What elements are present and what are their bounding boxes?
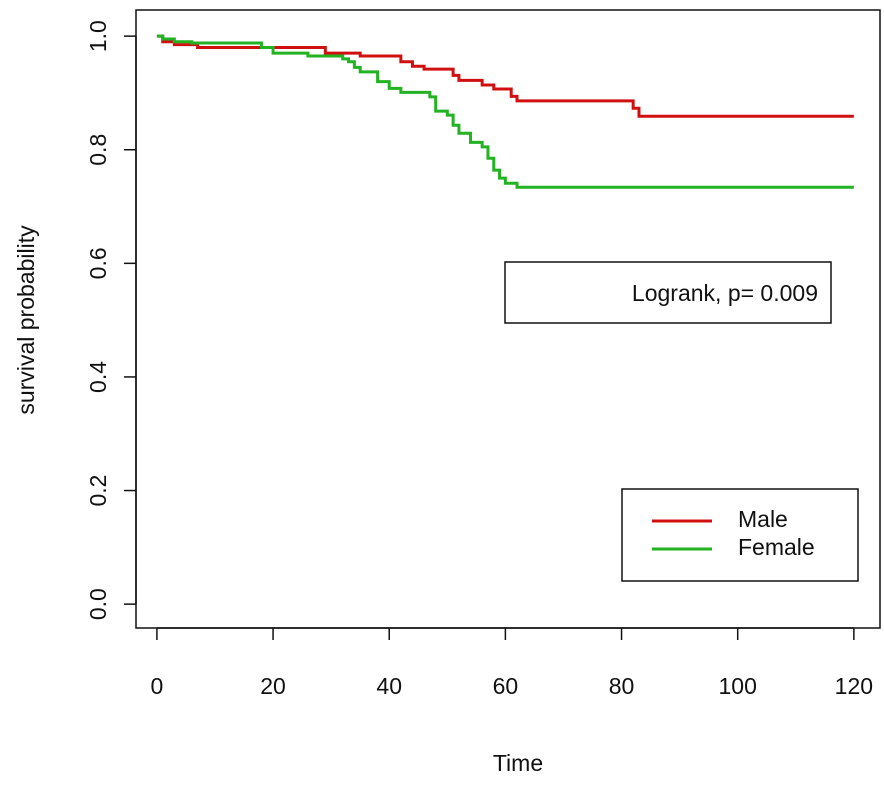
x-tick-label: 120 (835, 673, 873, 699)
legend-box (621, 488, 859, 582)
y-tick-label: 0.0 (85, 588, 111, 620)
x-tick-label: 0 (151, 673, 164, 699)
x-axis-title: Time (493, 750, 543, 776)
survival-curve (156, 34, 854, 118)
survival-curve (156, 34, 854, 189)
y-tick-label: 0.2 (85, 475, 111, 507)
legend-label: Male (738, 506, 788, 532)
x-tick-label: 20 (260, 673, 286, 699)
x-tick-label: 100 (719, 673, 757, 699)
y-tick-label: 0.8 (85, 134, 111, 166)
x-tick-label: 80 (609, 673, 635, 699)
y-tick-label: 0.6 (85, 247, 111, 279)
annotation-box (504, 261, 832, 324)
y-tick-label: 0.4 (85, 361, 111, 393)
legend-label: Female (738, 534, 815, 560)
x-tick-label: 40 (376, 673, 402, 699)
y-axis-title: survival probability (13, 225, 39, 415)
y-tick-label: 1.0 (85, 20, 111, 52)
x-tick-label: 60 (493, 673, 519, 699)
annotation: Logrank, p= 0.009 (632, 280, 818, 306)
